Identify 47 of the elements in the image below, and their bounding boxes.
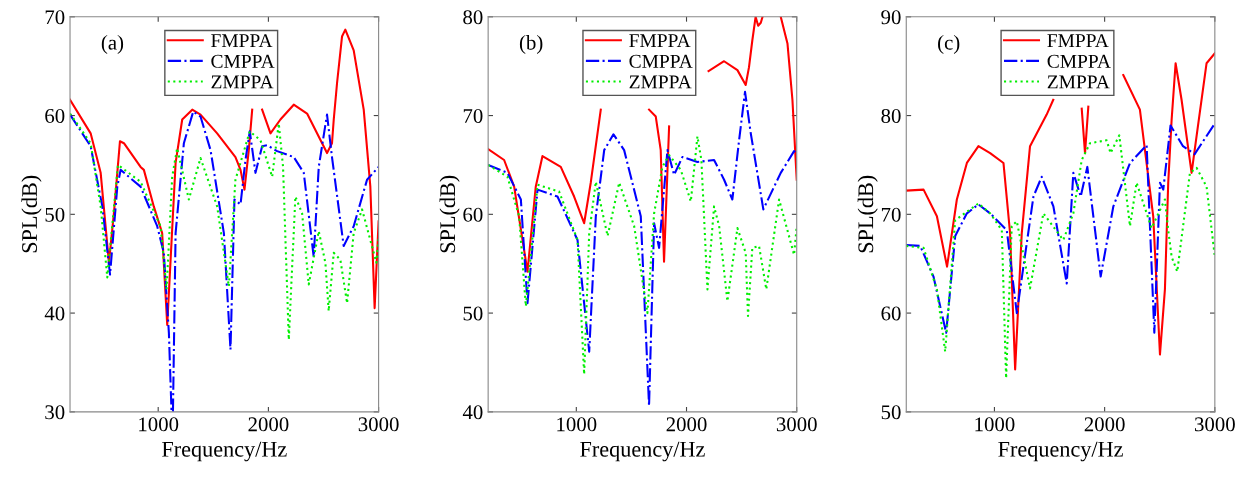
line-series — [906, 122, 1215, 334]
x-tick-label: 2000 — [248, 417, 289, 432]
legend-label: FMPPA — [629, 34, 691, 47]
x-axis-title: Frequency/Hz — [580, 441, 705, 462]
x-tick-label: 1000 — [975, 417, 1015, 432]
legend-label: ZMPPA — [211, 75, 274, 89]
y-tick-label: 60 — [463, 207, 483, 222]
x-tick-label: 1000 — [557, 417, 597, 432]
y-tick-label: 90 — [881, 10, 901, 25]
y-tick-label: 50 — [463, 306, 483, 321]
annotation: (a) — [101, 35, 124, 54]
legend-label: ZMPPA — [629, 75, 692, 89]
y-tick-label: 40 — [462, 405, 483, 420]
y-axis-title: SPL(dB) — [21, 175, 42, 253]
legend-label: CMPPA — [211, 54, 275, 68]
y-axis-title: SPL(dB) — [857, 175, 878, 253]
annotation: (c) — [938, 35, 960, 54]
legend-label: FMPPA — [1047, 34, 1109, 47]
legend-label: FMPPA — [211, 34, 273, 47]
y-tick-label: 80 — [881, 108, 901, 123]
y-tick-label: 40 — [44, 306, 65, 321]
y-tick-label: 70 — [881, 207, 901, 222]
line-series — [70, 112, 379, 341]
y-tick-label: 60 — [881, 306, 901, 321]
y-tick-label: 80 — [463, 10, 483, 25]
y-tick-label: 70 — [45, 10, 65, 25]
y-tick-label: 70 — [463, 108, 483, 123]
x-tick-label: 1000 — [139, 417, 179, 432]
y-tick-label: 50 — [45, 207, 65, 222]
x-tick-label: 2000 — [1084, 417, 1125, 432]
legend-label: CMPPA — [1047, 54, 1111, 68]
x-tick-label: 3000 — [776, 417, 817, 432]
line-series — [488, 135, 797, 376]
x-tick-label: 3000 — [1195, 417, 1235, 432]
x-axis-title: Frequency/Hz — [998, 441, 1123, 462]
legend-label: CMPPA — [629, 54, 693, 68]
x-tick-label: 2000 — [666, 417, 707, 432]
annotation: (b) — [519, 35, 543, 54]
y-tick-label: 60 — [45, 108, 65, 123]
y-axis-title: SPL(dB) — [439, 175, 460, 253]
y-tick-label: 30 — [45, 405, 65, 420]
y-tick-label: 50 — [881, 405, 901, 420]
line-series — [488, 90, 797, 407]
x-axis-title: Frequency/Hz — [162, 441, 287, 462]
line-series — [906, 134, 1215, 380]
legend-label: ZMPPA — [1047, 75, 1110, 89]
x-tick-label: 3000 — [358, 417, 399, 432]
